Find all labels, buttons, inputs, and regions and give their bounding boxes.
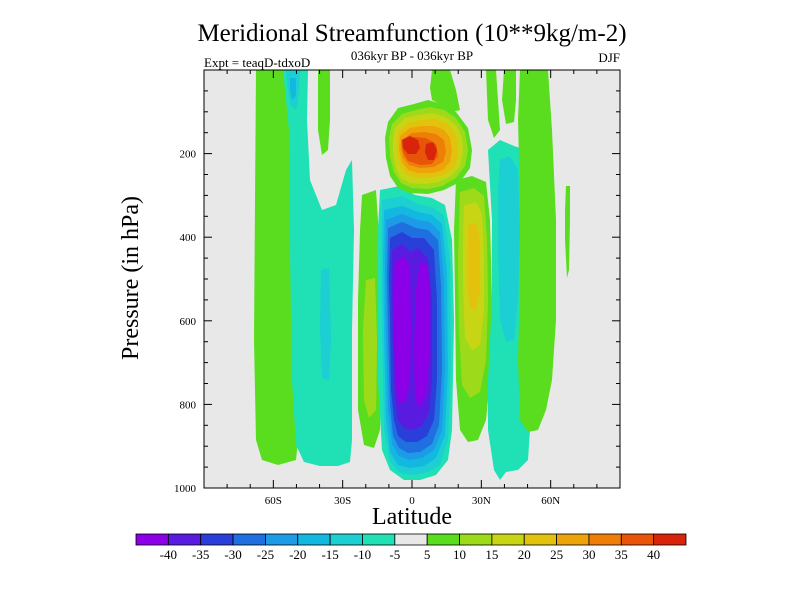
colorbar-swatch	[329, 533, 363, 546]
colorbar-swatch	[653, 533, 687, 546]
contour-sh-midlat-core-2	[320, 268, 331, 380]
colorbar-swatch	[394, 533, 428, 546]
contour-hadley-n40b	[414, 262, 430, 408]
colorbar-label: -5	[389, 547, 400, 562]
contour-subtropical-positive-inner	[363, 278, 377, 418]
colorbar-label: 20	[518, 547, 531, 562]
colorbar-label: 35	[615, 547, 628, 562]
x-tick-label: 30N	[472, 495, 491, 507]
contour-polar-feature	[565, 186, 570, 278]
chart-subtitle: 036kyr BP - 036kyr BP	[351, 48, 473, 63]
colorbar-label: 10	[453, 547, 466, 562]
x-tick-label: 30S	[334, 495, 351, 507]
y-tick-label: 1000	[174, 483, 197, 495]
colorbar-swatch	[297, 533, 331, 546]
y-axis-label: Pressure (in hPa)	[118, 196, 144, 360]
x-tick-label: 60S	[265, 495, 282, 507]
experiment-label: Expt = teaqD-tdxoD	[204, 55, 310, 70]
colorbar-label: 30	[582, 547, 595, 562]
colorbar-swatch	[620, 533, 655, 546]
colorbar-swatch	[167, 533, 202, 546]
contour-nh-upper-strip-1	[486, 70, 500, 138]
y-tick-label: 600	[180, 316, 197, 328]
colorbar-label: -40	[160, 547, 177, 562]
contour-hadley-n40a	[394, 256, 411, 404]
colorbar-label: 40	[647, 547, 660, 562]
colorbar-label: 5	[424, 547, 431, 562]
x-tick-label: 0	[409, 495, 415, 507]
colorbar-swatch	[265, 533, 299, 546]
contour-sh-midlat-inner-2	[290, 78, 296, 100]
chart-title: Meridional Streamfunction (10**9kg/m-2)	[197, 20, 626, 47]
colorbar-label: 25	[550, 547, 563, 562]
contour-nh-upper-strip-2	[502, 70, 516, 124]
colorbar: -40 -35 -30 -25 -20 -15 -10 -5 5 10 15 20 25 30 35 40	[135, 533, 687, 562]
contour-sh-upper-strip	[318, 70, 330, 155]
contour-nh-highlat-5	[518, 70, 556, 432]
colorbar-swatch	[426, 533, 460, 546]
colorbar-swatch	[232, 533, 266, 546]
colorbar-label: -10	[354, 547, 371, 562]
contour-sh-highlat-outer	[254, 70, 298, 465]
contour-upper-positive-40b	[425, 142, 437, 160]
contour-nh-subtropical-20	[467, 222, 480, 310]
colorbar-swatch	[135, 533, 169, 546]
y-tick-label: 200	[180, 149, 197, 161]
colorbar-label: -30	[224, 547, 241, 562]
contour-upper-column	[430, 70, 460, 112]
axes: 60S 30S 0 30N 60N 200 400 600 800 1000	[174, 70, 620, 507]
colorbar-swatch	[459, 533, 493, 546]
y-tick-label: 400	[180, 232, 197, 244]
x-tick-label: 60N	[541, 495, 560, 507]
colorbar-label: -35	[192, 547, 209, 562]
plot-area	[204, 70, 620, 488]
contour-upper-positive-40a	[402, 136, 420, 154]
y-tick-label: 800	[180, 399, 197, 411]
contour-nh-midlat-10	[498, 156, 520, 342]
colorbar-swatch	[556, 533, 590, 546]
colorbar-swatch	[523, 533, 557, 546]
colorbar-swatch	[200, 533, 234, 546]
colorbar-swatch	[362, 533, 396, 546]
season-label: DJF	[598, 50, 620, 65]
colorbar-swatch	[588, 533, 622, 546]
colorbar-label: -15	[321, 547, 338, 562]
colorbar-label: -25	[257, 547, 274, 562]
colorbar-swatch	[491, 533, 525, 546]
colorbar-label: 15	[485, 547, 498, 562]
x-axis-label: Latitude	[372, 504, 452, 530]
colorbar-label: -20	[289, 547, 306, 562]
